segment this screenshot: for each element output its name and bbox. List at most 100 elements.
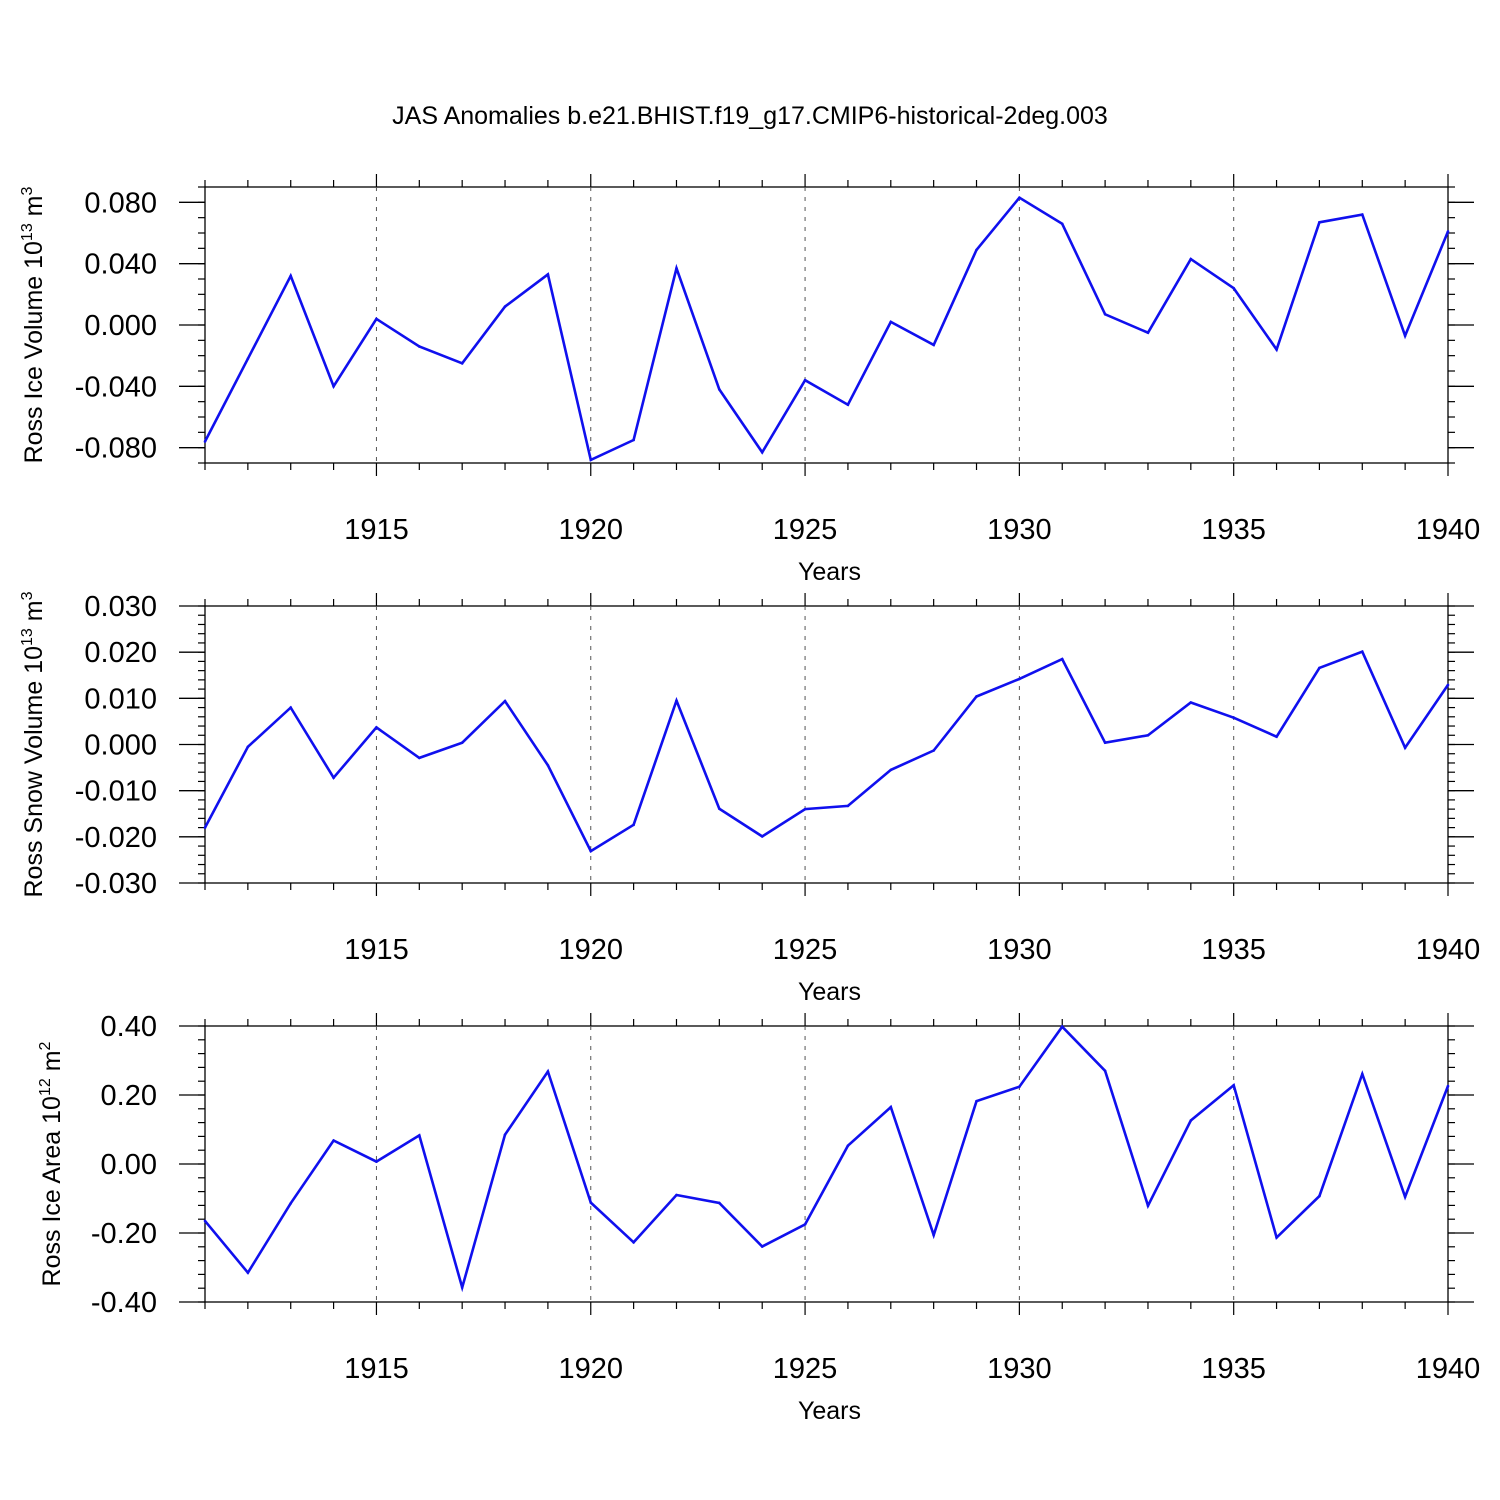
panel-1: -0.080 -0.040 0.000 0.040 0.080 1915 1920 1925 1… <box>19 174 1480 586</box>
x-tick-label: 1920 <box>559 934 624 966</box>
data-point <box>289 274 293 278</box>
data-point <box>760 1245 764 1248</box>
data-point <box>589 849 593 853</box>
data-point <box>203 440 207 443</box>
data-point <box>1232 1084 1235 1087</box>
data-point <box>1146 733 1150 737</box>
plot-frame <box>204 605 1449 884</box>
data-point <box>675 266 678 270</box>
data-point <box>975 1099 978 1103</box>
data-point <box>1232 286 1235 290</box>
data-point <box>1318 220 1321 224</box>
data-point <box>503 1133 507 1136</box>
data-point <box>375 317 378 321</box>
series-line <box>203 1024 1450 1293</box>
y-tick-label: 0.020 <box>84 637 157 669</box>
panel-2: -0.030 -0.020 -0.010 0.000 0.010 0.020 0.030 19… <box>19 591 1480 1006</box>
data-point <box>246 745 250 749</box>
data-point <box>632 823 635 827</box>
data-point <box>1318 666 1321 670</box>
data-point <box>1103 1069 1107 1073</box>
data-point <box>503 305 507 308</box>
data-point <box>675 1193 678 1197</box>
data-point <box>418 1134 421 1137</box>
data-point <box>332 776 335 780</box>
y-tick-label: 0.010 <box>84 683 157 715</box>
data-point <box>975 695 978 698</box>
y-tick-label: 0.040 <box>84 249 157 281</box>
data-point <box>803 378 807 382</box>
data-point <box>760 450 764 454</box>
y-tick-label: 0.030 <box>84 591 157 623</box>
data-point <box>460 741 464 744</box>
data-point <box>846 804 850 808</box>
y-tick-label: -0.010 <box>75 776 157 808</box>
y-tick-label: -0.20 <box>91 1218 157 1250</box>
data-point <box>1360 650 1364 654</box>
data-point <box>289 1202 293 1205</box>
data-point <box>932 1233 935 1237</box>
data-point <box>1232 716 1235 720</box>
data-point <box>1146 1204 1150 1208</box>
data-point <box>760 835 764 838</box>
data-point <box>1403 1195 1407 1199</box>
data-point <box>1275 348 1278 351</box>
data-point <box>718 1201 721 1205</box>
data-point <box>1360 213 1364 216</box>
data-point <box>1060 1025 1064 1028</box>
data-point <box>932 343 935 347</box>
data-point <box>889 768 893 772</box>
x-tick-label: 1935 <box>1201 934 1266 966</box>
data-point <box>332 1139 335 1142</box>
y-axis-label-main: Ross Ice Volume 10 <box>20 241 48 463</box>
y-tick-label: -0.030 <box>75 868 157 900</box>
y-tick-label: -0.040 <box>75 371 157 403</box>
data-point <box>1018 677 1021 681</box>
data-point <box>932 749 935 752</box>
data-point <box>803 807 807 811</box>
y-axis-label: Ross Snow Volume 1013 m3 <box>19 591 48 897</box>
data-point <box>718 388 721 391</box>
panel-3: -0.40 -0.20 0.00 0.20 0.40 1915 1920 1925 1930 19… <box>37 1011 1480 1425</box>
x-tick-label: 1935 <box>1201 1353 1266 1385</box>
data-point <box>889 320 893 324</box>
y-axis-label-unit-exp: 2 <box>37 1041 54 1050</box>
x-tick-label: 1915 <box>344 1353 409 1385</box>
data-point <box>460 362 464 365</box>
y-tick-label: 0.000 <box>84 310 157 342</box>
y-tick-label: 0.40 <box>101 1011 157 1043</box>
data-point <box>846 403 850 407</box>
x-tick-label: 1930 <box>987 934 1052 966</box>
y-axis-label-unit: m <box>38 1050 66 1078</box>
data-point <box>1189 701 1193 704</box>
y-tick-label: 0.080 <box>84 187 157 219</box>
x-axis-label: Years <box>798 1397 861 1425</box>
y-axis-label-unit-exp: 3 <box>19 186 36 195</box>
y-axis-label-unit: m <box>20 195 48 223</box>
x-tick-label: 1940 <box>1416 934 1481 966</box>
y-axis-label-exp: 12 <box>37 1078 54 1096</box>
x-tick-label: 1920 <box>559 514 624 546</box>
data-point <box>589 458 593 462</box>
data-point <box>1189 257 1193 261</box>
y-axis-label-main: Ross Ice Area 10 <box>38 1096 66 1286</box>
x-axis-label: Years <box>798 978 861 1006</box>
x-tick-label: 1940 <box>1416 1353 1481 1385</box>
x-tick-label: 1930 <box>987 514 1052 546</box>
data-point <box>1275 1236 1278 1239</box>
data-point <box>675 699 678 702</box>
data-point <box>1189 1119 1193 1122</box>
data-point <box>846 1144 850 1148</box>
data-point <box>1018 1085 1021 1089</box>
y-tick-label: 0.00 <box>101 1149 157 1181</box>
data-point <box>1146 331 1150 334</box>
series-line <box>203 650 1450 853</box>
data-point <box>546 763 550 767</box>
data-point <box>889 1105 893 1109</box>
y-axis-label-unit-exp: 3 <box>19 591 36 600</box>
y-tick-label: -0.080 <box>75 433 157 465</box>
data-point <box>1446 683 1450 687</box>
x-tick-label: 1925 <box>773 514 838 546</box>
y-axis-label-unit: m <box>20 600 48 628</box>
